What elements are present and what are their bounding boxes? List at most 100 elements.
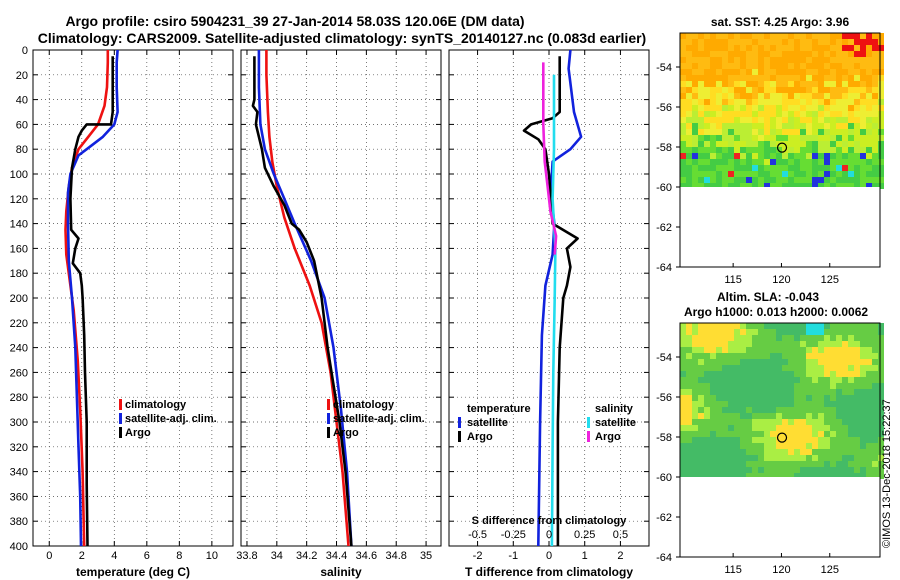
y-tick-label: 260 bbox=[10, 367, 28, 379]
map-cell bbox=[704, 449, 710, 455]
legend-swatch-argo bbox=[119, 427, 122, 438]
map-cell bbox=[848, 359, 854, 365]
map-cell bbox=[716, 365, 722, 371]
map-cell bbox=[782, 461, 788, 467]
map-cell bbox=[716, 153, 722, 159]
map-cell bbox=[836, 81, 842, 87]
map-cell bbox=[788, 87, 794, 93]
map-cell bbox=[848, 129, 854, 135]
map-cell bbox=[848, 111, 854, 117]
map-cell bbox=[806, 329, 812, 335]
map-cell bbox=[842, 105, 848, 111]
map-cell bbox=[854, 461, 860, 467]
map-cell bbox=[710, 467, 716, 473]
map-cell bbox=[872, 395, 878, 401]
map-cell bbox=[794, 329, 800, 335]
map-cell bbox=[758, 455, 764, 461]
y-tick-label: 400 bbox=[10, 541, 28, 553]
map-cell bbox=[830, 81, 836, 87]
series-line-argo bbox=[251, 56, 353, 546]
map-cell bbox=[680, 341, 686, 347]
map-cell bbox=[716, 39, 722, 45]
map-cell bbox=[878, 353, 884, 359]
map-cell bbox=[854, 431, 860, 437]
map-cell bbox=[740, 93, 746, 99]
map-cell bbox=[788, 389, 794, 395]
map-cell bbox=[878, 159, 884, 165]
map-cell bbox=[794, 395, 800, 401]
map-cell bbox=[878, 177, 884, 183]
map-cell bbox=[746, 407, 752, 413]
map-cell bbox=[818, 105, 824, 111]
map-cell bbox=[878, 153, 884, 159]
map-cell bbox=[680, 45, 686, 51]
map-cell bbox=[872, 171, 878, 177]
legend-label-t_satellite: satellite bbox=[467, 417, 508, 429]
map-cell bbox=[698, 449, 704, 455]
map-cell bbox=[806, 165, 812, 171]
map-cell bbox=[824, 63, 830, 69]
x-tick-label: 10 bbox=[206, 550, 218, 562]
map-cell bbox=[830, 431, 836, 437]
map-cell bbox=[788, 69, 794, 75]
map-cell bbox=[770, 33, 776, 39]
map-cell bbox=[782, 419, 788, 425]
map-cell bbox=[740, 437, 746, 443]
map-cell bbox=[866, 177, 872, 183]
series-group bbox=[251, 50, 353, 546]
map-cell bbox=[698, 407, 704, 413]
x-tick-label: -2 bbox=[473, 550, 483, 562]
map-cell bbox=[782, 111, 788, 117]
map-cell bbox=[770, 395, 776, 401]
map-cell bbox=[860, 377, 866, 383]
map-cell bbox=[710, 159, 716, 165]
x-axis-label: temperature (deg C) bbox=[76, 565, 190, 579]
map-cell bbox=[860, 335, 866, 341]
map-cell bbox=[806, 45, 812, 51]
map-cell bbox=[872, 419, 878, 425]
map-cell bbox=[842, 81, 848, 87]
map-cell bbox=[740, 359, 746, 365]
map-cell bbox=[794, 69, 800, 75]
map-cell bbox=[842, 153, 848, 159]
map-cell bbox=[812, 383, 818, 389]
map-cell bbox=[812, 467, 818, 473]
map-cell bbox=[758, 129, 764, 135]
map-cell bbox=[794, 93, 800, 99]
map-cell bbox=[824, 51, 830, 57]
map-cell bbox=[800, 57, 806, 63]
map-cell bbox=[782, 467, 788, 473]
map-cell bbox=[704, 135, 710, 141]
map-cell bbox=[692, 81, 698, 87]
x-axis-label: T difference from climatology bbox=[465, 565, 633, 579]
map-cell bbox=[710, 347, 716, 353]
map-cell bbox=[842, 365, 848, 371]
map-cell bbox=[812, 87, 818, 93]
map-cell bbox=[698, 371, 704, 377]
map-cell bbox=[710, 377, 716, 383]
map-cell bbox=[764, 147, 770, 153]
map-cell bbox=[842, 329, 848, 335]
map-cell bbox=[752, 165, 758, 171]
map-cell bbox=[806, 75, 812, 81]
map-cell bbox=[878, 461, 884, 467]
map-cell bbox=[812, 329, 818, 335]
map-cell bbox=[758, 63, 764, 69]
map-cell bbox=[716, 455, 722, 461]
map-cell bbox=[698, 63, 704, 69]
map-cell bbox=[782, 147, 788, 153]
map-cell bbox=[758, 353, 764, 359]
map-cell bbox=[764, 135, 770, 141]
map-cell bbox=[860, 395, 866, 401]
map-cell bbox=[764, 75, 770, 81]
map-cell bbox=[800, 111, 806, 117]
map-cell bbox=[830, 455, 836, 461]
map-cell bbox=[758, 159, 764, 165]
map-cell bbox=[716, 461, 722, 467]
map-cell bbox=[788, 443, 794, 449]
map-cell bbox=[806, 377, 812, 383]
map-cell bbox=[686, 99, 692, 105]
map-cell bbox=[722, 461, 728, 467]
y-tick-label: 60 bbox=[16, 119, 28, 131]
map-cell bbox=[818, 347, 824, 353]
